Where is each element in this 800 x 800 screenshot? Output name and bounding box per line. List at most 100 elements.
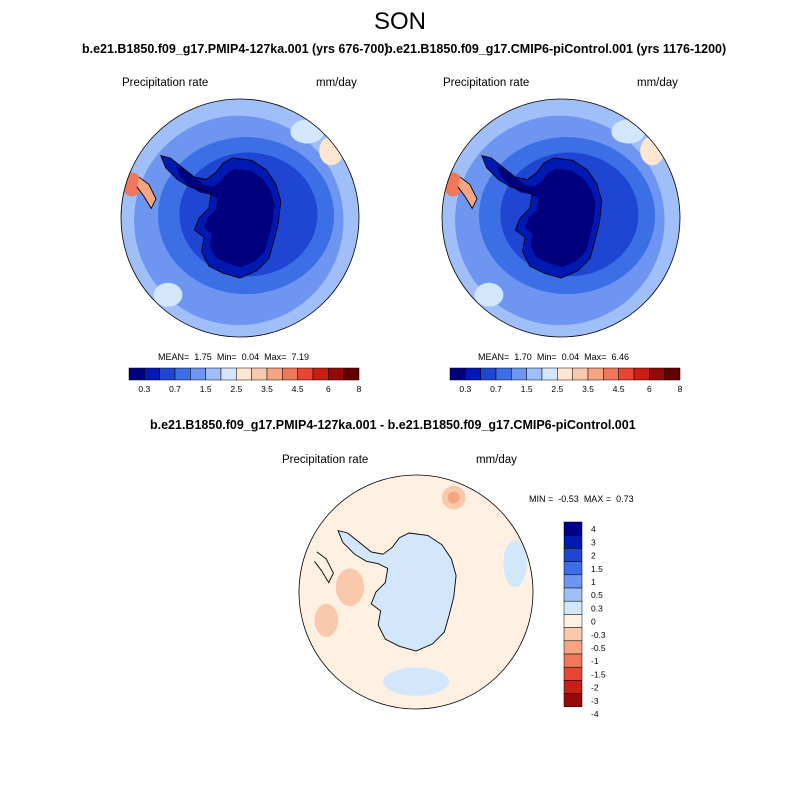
left-colorbar-tick: 2.5 [230, 384, 242, 394]
difference-colorbar-tick: -4 [591, 709, 599, 719]
left-mean-value: 1.75 [194, 352, 212, 362]
difference-colorbar-tick: 0 [591, 617, 596, 627]
difference-colorbar-swatch [563, 534, 583, 549]
left-precip-map [120, 98, 360, 338]
right-colorbar-tick: 4.5 [613, 384, 625, 394]
right-colorbar-swatch [449, 367, 466, 381]
left-colorbar-swatch [297, 367, 314, 381]
left-colorbar-swatch [205, 367, 222, 381]
left-colorbar-tick: 3.5 [261, 384, 273, 394]
right-min-label: Min= [536, 352, 557, 362]
left-min-value: 0.04 [241, 352, 260, 362]
difference-colorbar-tick: 1.5 [591, 564, 603, 574]
difference-colorbar-swatch [563, 627, 583, 642]
difference-colorbar-tick: 0.3 [591, 603, 603, 613]
left-colorbar-tick: 0.7 [169, 384, 181, 394]
left-colorbar-swatch [328, 367, 344, 381]
left-stats: MEAN= 1.75 Min= 0.04 Max= 7.19 [158, 352, 309, 362]
left-min-label: Min= [216, 352, 237, 362]
left-colorbar-swatch [144, 367, 160, 381]
left-colorbar-swatch [220, 367, 237, 381]
difference-colorbar-tick: -1.5 [591, 669, 606, 679]
left-colorbar-tick: 4.5 [292, 384, 304, 394]
right-colorbar-swatch [587, 367, 604, 381]
right-colorbar-swatch [649, 367, 665, 381]
right-mean-label: MEAN= [478, 352, 510, 362]
left-colorbar-tick: 6 [326, 384, 331, 394]
difference-colorbar-swatch [563, 666, 583, 681]
right-colorbar-swatch [541, 367, 558, 381]
difference-colorbar-tick: -1 [591, 656, 599, 666]
difference-colorbar-swatch [563, 653, 583, 668]
difference-colorbar-tick: 0.5 [591, 590, 603, 600]
left-max-value: 7.19 [291, 352, 309, 362]
difference-colorbar-swatch [563, 680, 583, 694]
difference-min-label: MIN = [529, 494, 554, 504]
difference-units-label: mm/day [476, 454, 517, 466]
left-mean-label: MEAN= [158, 352, 190, 362]
difference-colorbar-tick: 4 [591, 524, 596, 534]
left-colorbar-swatch [312, 367, 329, 381]
difference-max-value: 0.73 [616, 494, 634, 504]
right-colorbar-swatch [495, 367, 512, 381]
left-colorbar-tick: 8 [357, 384, 362, 394]
left-colorbar-swatch [174, 367, 191, 381]
left-max-label: Max= [264, 352, 287, 362]
right-colorbar: 0.3 0.7 1.5 2.5 3.5 4.5 6 8 [449, 367, 683, 394]
difference-colorbar-tick: 1 [591, 577, 596, 587]
difference-colorbar-swatch [563, 640, 583, 655]
left-colorbar-swatch [343, 367, 360, 381]
right-variable-label: Precipitation rate [443, 77, 530, 89]
left-colorbar-tick: 1.5 [200, 384, 212, 394]
difference-colorbar-swatch [563, 587, 583, 602]
difference-min-value: -0.53 [558, 494, 579, 504]
right-colorbar-swatch [603, 367, 619, 381]
right-colorbar-swatch [465, 367, 481, 381]
left-units-label: mm/day [316, 77, 357, 89]
difference-colorbar-swatch [563, 548, 583, 562]
difference-colorbar-tick: -0.5 [591, 643, 606, 653]
left-colorbar-swatch [266, 367, 283, 381]
right-colorbar-swatch [511, 367, 527, 381]
right-colorbar-swatch [618, 367, 635, 381]
right-colorbar-swatch [526, 367, 543, 381]
right-colorbar-tick: 3.5 [582, 384, 594, 394]
difference-stats: MIN = -0.53 MAX = 0.73 [529, 494, 634, 504]
difference-colorbar-tick: 2 [591, 551, 596, 561]
right-colorbar-swatch [664, 367, 681, 381]
left-colorbar-swatch [236, 367, 252, 381]
left-colorbar-swatch [282, 367, 298, 381]
right-colorbar-tick: 0.7 [490, 384, 502, 394]
difference-colorbar-swatch [563, 561, 583, 576]
right-max-value: 6.46 [611, 352, 629, 362]
left-panel-title: b.e21.B1850.f09_g17.PMIP4-127ka.001 (yrs… [82, 42, 389, 56]
right-precip-map [441, 98, 681, 338]
right-colorbar-tick: 1.5 [521, 384, 533, 394]
difference-colorbar-swatch [563, 614, 583, 628]
left-colorbar-swatch [251, 367, 268, 381]
right-colorbar-swatch [557, 367, 573, 381]
right-stats: MEAN= 1.70 Min= 0.04 Max= 6.46 [478, 352, 629, 362]
right-min-value: 0.04 [561, 352, 580, 362]
right-colorbar-tick: 6 [647, 384, 652, 394]
difference-colorbar-swatch [563, 693, 583, 708]
season-title: SON [373, 8, 426, 35]
right-colorbar-tick: 8 [678, 384, 683, 394]
left-variable-label: Precipitation rate [122, 77, 209, 89]
difference-colorbar-swatch [563, 600, 583, 615]
left-colorbar-swatch [190, 367, 206, 381]
left-colorbar: 0.3 0.7 1.5 2.5 3.5 4.5 6 8 [128, 367, 362, 394]
right-units-label: mm/day [637, 77, 678, 89]
difference-colorbar: 4 3 2 1.5 1 0.5 0.3 0 -0.3 -0.5 -1 -1.5 -2 -3 -4 [563, 521, 606, 719]
right-mean-value: 1.70 [514, 352, 532, 362]
difference-colorbar-tick: -0.3 [591, 630, 606, 640]
right-colorbar-swatch [572, 367, 589, 381]
difference-colorbar-tick: -3 [591, 696, 599, 706]
right-panel-title: b.e21.B1850.f09_g17.CMIP6-piControl.001 … [385, 42, 727, 56]
difference-colorbar-tick: 3 [591, 537, 596, 547]
left-colorbar-swatch [159, 367, 176, 381]
right-max-label: Max= [584, 352, 607, 362]
difference-colorbar-tick: -2 [591, 683, 599, 693]
difference-max-label: MAX = [583, 494, 612, 504]
right-colorbar-tick: 0.3 [459, 384, 471, 394]
